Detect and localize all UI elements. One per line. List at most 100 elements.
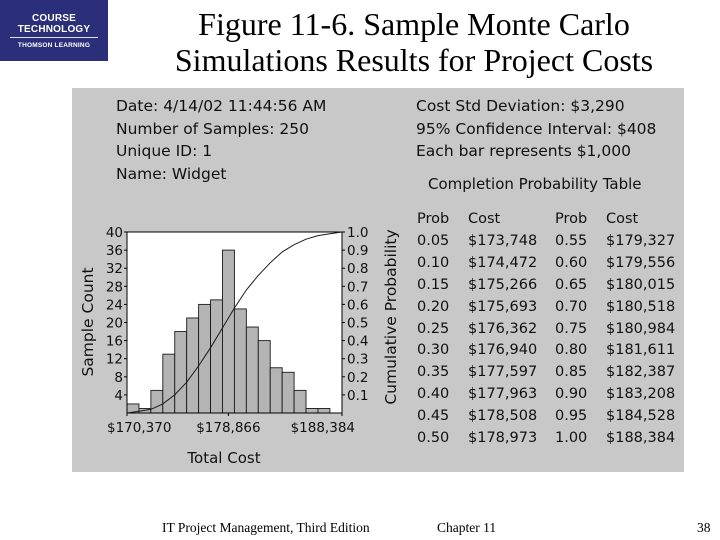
cell-prob: 0.20	[417, 298, 450, 315]
cell-cost: $180,984	[606, 320, 676, 337]
cell-prob: 0.75	[555, 320, 588, 337]
cell-cost: $178,508	[468, 408, 538, 425]
table-row: 0.30 $176,940 0.80 $181,611	[414, 340, 686, 362]
cell-prob: 0.40	[417, 386, 450, 403]
slide-title-line-2: Simulations Results for Project Costs	[174, 42, 654, 78]
cell-prob: 0.95	[555, 408, 588, 425]
histogram-bar	[245, 326, 259, 414]
column-header-prob: Prob	[417, 211, 450, 227]
info-name: Name: Widget	[116, 164, 227, 183]
histogram-bar	[293, 389, 307, 414]
footer-course-title: IT Project Management, Third Edition	[162, 520, 370, 535]
y2-tick-label: 0.7	[347, 279, 368, 295]
histogram-bar	[210, 299, 223, 414]
logo-line-2: TECHNOLOGY	[17, 24, 91, 35]
cell-cost: $176,940	[468, 342, 538, 359]
y2-tick-label: 0.9	[347, 243, 368, 259]
cell-prob: 0.80	[555, 342, 588, 359]
histogram-bar	[305, 408, 319, 414]
y-tick-label: 36	[106, 243, 123, 259]
y-tick-label: 20	[106, 316, 123, 332]
histogram-bar	[281, 371, 295, 414]
y-tick-label: 16	[106, 334, 123, 350]
cell-prob: 0.65	[555, 276, 588, 293]
y-tick-label: 28	[106, 279, 123, 295]
y-tick-label: 12	[106, 352, 123, 368]
cumulative-probability-curve	[126, 231, 343, 414]
cell-prob: 0.30	[417, 342, 450, 359]
table-row: 0.05 $173,748 0.55 $179,327	[414, 231, 686, 253]
y-tick-label: 40	[106, 225, 123, 241]
histogram-bar	[269, 367, 283, 414]
info-date: Date: 4/14/02 11:44:56 AM	[116, 97, 327, 115]
y2-tick-label: 0.2	[347, 370, 368, 386]
simulation-info-left: Date: 4/14/02 11:44:56 AM Number of Samp…	[116, 95, 326, 185]
column-header-cost: Cost	[606, 211, 639, 227]
slide-title-line-1: Figure 11-6. Sample Monte Carlo	[198, 6, 630, 42]
cell-prob: 0.15	[417, 276, 450, 293]
slide-title: Figure 11-6. Sample Monte Carlo Simulati…	[108, 6, 720, 78]
cell-cost: $180,015	[606, 276, 676, 293]
y-axis-label: Sample Count	[79, 267, 97, 376]
table-header-row: Prob Cost Prob Cost	[414, 209, 686, 231]
y-tick-label: 8	[114, 370, 123, 386]
cell-cost: $181,611	[606, 342, 676, 359]
logo-line-3: THOMSON LEARNING	[17, 42, 91, 49]
table-row: 0.25 $176,362 0.75 $180,984	[414, 319, 686, 341]
histogram-bar	[186, 317, 200, 414]
x-tick-label: $188,384	[291, 420, 355, 436]
table-row: 0.10 $174,472 0.60 $179,556	[414, 253, 686, 275]
cell-cost: $173,748	[468, 232, 538, 249]
cell-cost: $177,963	[468, 386, 538, 403]
y-tick-label: 24	[106, 297, 123, 313]
info-number-of-samples: Number of Samples: 250	[116, 119, 309, 138]
table-row: 0.20 $175,693 0.70 $180,518	[414, 297, 686, 319]
x-tick-label: $170,370	[107, 420, 171, 436]
cell-cost: $182,387	[606, 364, 676, 381]
y2-tick-label: 1.0	[347, 225, 368, 241]
histogram-bar	[198, 303, 211, 414]
x-axis-label: Total Cost	[186, 449, 260, 467]
monte-carlo-histogram-chart: 4 8 12 16 20 24 28 32 36 40 0.1 0.2 0.3 0.4 0.5 0.6 0.7 0…	[79, 225, 400, 467]
y-tick-label: 32	[106, 261, 123, 277]
completion-probability-table: Prob Cost Prob Cost 0.05 $173,748 0.55 $179…	[414, 209, 686, 450]
info-cost-std-deviation: Cost Std Deviation: $3,290	[416, 97, 625, 115]
cell-prob: 0.50	[417, 430, 450, 447]
footer-page-number: 38	[697, 520, 711, 535]
y2-tick-label: 0.1	[347, 388, 368, 404]
cell-prob: 0.70	[555, 298, 588, 315]
table-row: 0.40 $177,963 0.90 $183,208	[414, 384, 686, 406]
histogram-bar	[174, 331, 188, 414]
cell-prob: 0.55	[555, 232, 588, 249]
cell-cost: $178,973	[468, 430, 538, 447]
course-technology-logo: COURSE TECHNOLOGY THOMSON LEARNING	[0, 0, 108, 61]
cell-cost: $179,327	[606, 232, 676, 249]
cell-cost: $175,693	[468, 298, 538, 315]
cell-cost: $176,362	[468, 320, 538, 337]
info-confidence-interval: 95% Confidence Interval: $408	[416, 119, 657, 138]
y2-tick-label: 0.6	[347, 297, 368, 313]
histogram-bar	[257, 340, 271, 414]
cell-prob: 0.60	[555, 254, 588, 271]
histogram-bar	[150, 389, 164, 414]
histogram-bar	[233, 308, 247, 414]
y2-tick-label: 0.5	[347, 316, 368, 332]
cell-cost: $188,384	[606, 430, 676, 447]
footer-chapter: Chapter 11	[437, 520, 497, 535]
cell-prob: 0.05	[417, 232, 450, 249]
histogram-bar	[317, 408, 331, 414]
cell-cost: $183,208	[606, 386, 676, 403]
column-header-cost: Cost	[468, 211, 501, 227]
y2-tick-label: 0.4	[347, 334, 368, 350]
cell-prob: 0.90	[555, 386, 588, 403]
table-row: 0.35 $177,597 0.85 $182,387	[414, 362, 686, 384]
y2-tick-label: 0.8	[347, 261, 368, 277]
table-row: 0.50 $178,973 1.00 $188,384	[414, 428, 686, 450]
cell-prob: 0.35	[417, 364, 450, 381]
y2-tick-label: 0.3	[347, 352, 368, 368]
cell-cost: $179,556	[606, 254, 676, 271]
simulation-info-right: Cost Std Deviation: $3,290 95% Confidenc…	[416, 95, 656, 163]
table-row: 0.45 $178,508 0.95 $184,528	[414, 406, 686, 428]
cell-prob: 1.00	[555, 430, 588, 447]
column-header-prob: Prob	[555, 211, 588, 227]
